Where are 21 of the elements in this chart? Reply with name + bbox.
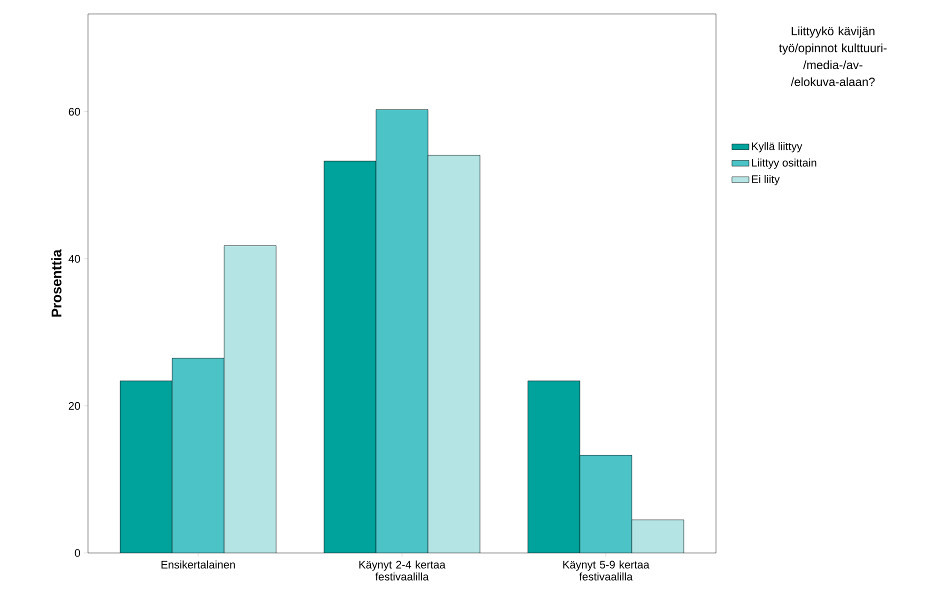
legend-label: Kyllä liittyy [752,142,802,152]
bar [428,154,480,553]
bar [224,246,276,553]
x-tick-label: Käynyt 2-4 kertaa festivaalilla [359,560,446,581]
legend-label: Ei liity [752,174,780,186]
legend-label: Liittyy osittain [752,158,816,169]
y-tick-label: 20 [68,402,80,410]
x-tick-label: Käynyt 5-9 kertaa festivaalilla [563,560,650,581]
bar [528,380,580,553]
bar [580,454,632,553]
bar [632,520,684,553]
bar [324,160,376,553]
bar [376,109,428,553]
y-tick-label: 0 [74,549,80,557]
y-tick-label: 60 [68,108,80,116]
bar [120,380,172,553]
x-tick-label: Ensikertalainen [162,560,235,569]
y-tick-label: 40 [68,254,80,263]
bar [172,358,224,553]
legend-title: Liittyykö kävijän työ/opinnot kulttuuri-/media-/av-/elokuva-alaan? [779,26,887,86]
y-axis-title: Prosenttia [51,249,62,317]
